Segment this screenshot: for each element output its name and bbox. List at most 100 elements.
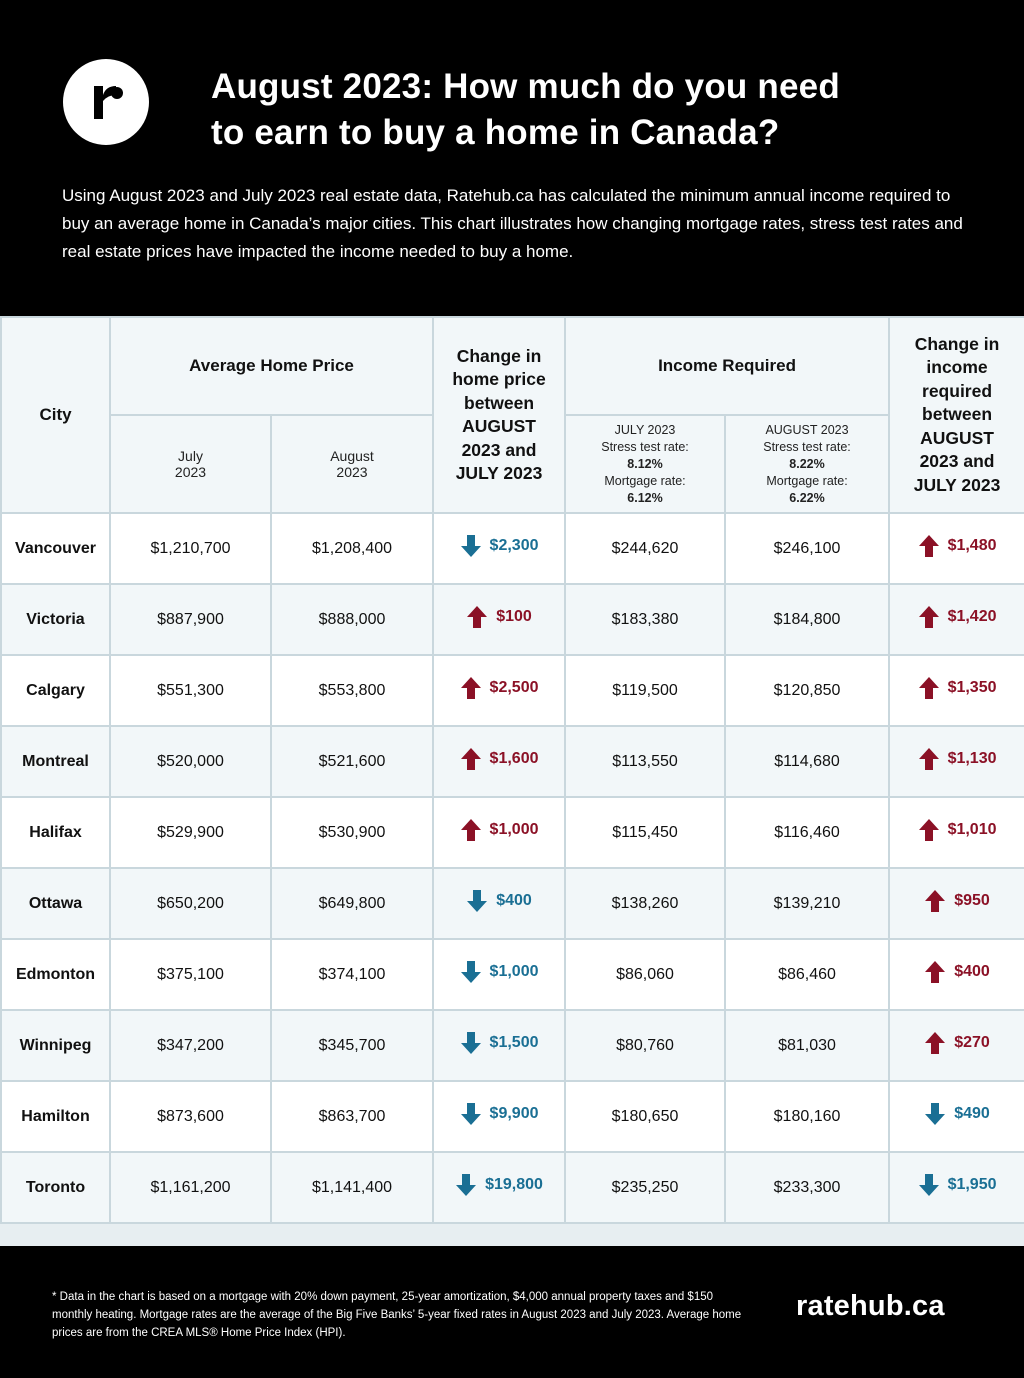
income-august-cell: $139,210: [724, 867, 891, 940]
income-change-cell-value: $1,480: [947, 537, 997, 554]
city-cell: Edmonton: [0, 938, 111, 1011]
arrow-down-icon: [925, 1103, 946, 1125]
price-august-cell-value: $1,141,400: [311, 1178, 393, 1196]
chi-line: JULY 2023: [913, 474, 1001, 495]
change-indicator-up: $2,500: [460, 676, 538, 700]
price-august-cell-value: $888,000: [318, 610, 386, 628]
arrow-up-icon: [460, 677, 481, 699]
ratehub-logo: [63, 59, 149, 145]
income-change-cell-value: $1,130: [947, 750, 997, 767]
price-change-cell-value: $9,900: [489, 1105, 539, 1122]
income-august-cell: $116,460: [724, 796, 891, 869]
ir-july-stress-label: Stress test rate:: [601, 439, 689, 454]
change-indicator-up: $1,350: [918, 676, 997, 700]
price-august-cell: $863,700: [269, 1080, 435, 1153]
arrow-up-icon: [925, 890, 946, 912]
price-july-cell-value: $375,100: [157, 965, 224, 983]
ir-july-stress-value: 8.12%: [627, 456, 663, 471]
income-july-cell-value: $113,550: [612, 752, 678, 770]
arrow-down-icon: [456, 1174, 477, 1196]
footer: * Data in the chart is based on a mortga…: [0, 1246, 1024, 1378]
income-change-cell: $1,480: [888, 512, 1024, 585]
income-change-cell-value: $1,950: [947, 1176, 997, 1193]
arrow-up-icon: [918, 606, 939, 628]
title-line-2: to earn to buy a home in Canada?: [211, 113, 780, 152]
city-cell-value: Edmonton: [15, 965, 96, 983]
arrow-down-icon: [460, 961, 481, 983]
arrow-up-icon: [925, 961, 946, 983]
city-cell: Calgary: [0, 654, 111, 727]
income-august-cell: $180,160: [724, 1080, 891, 1153]
price-change-cell-value: $400: [496, 892, 532, 909]
income-july-cell: $80,760: [564, 1009, 727, 1082]
ir-aug-stress-label: Stress test rate:: [763, 439, 851, 454]
income-july-cell-value: $86,060: [616, 965, 674, 983]
intro-text: Using August 2023 and July 2023 real est…: [62, 186, 963, 261]
income-august-cell: $114,680: [724, 725, 891, 798]
chp-line: JULY 2023: [455, 463, 543, 483]
income-july-cell: $113,550: [564, 725, 727, 798]
table-row: Edmonton $375,100 $374,100 $1,000 $86,060 $86…: [0, 938, 1024, 1011]
change-indicator-down: $1,950: [918, 1173, 997, 1197]
price-july-cell-value: $1,210,700: [150, 539, 231, 557]
income-change-cell-value: $1,350: [947, 679, 997, 696]
ir-aug-mortgage-value: 6.22%: [789, 490, 825, 505]
title-line-1: August 2023: How much do you need: [211, 67, 840, 106]
price-august-cell: $374,100: [269, 938, 435, 1011]
table-row: Vancouver $1,210,700 $1,208,400 $2,300 $244,…: [0, 512, 1024, 585]
income-july-cell: $138,260: [564, 867, 727, 940]
income-august-cell-value: $184,800: [773, 610, 841, 628]
change-indicator-up: $400: [924, 960, 990, 984]
ir-july-period: JULY 2023: [614, 422, 676, 437]
aug-label: August: [330, 448, 374, 464]
table-row: Calgary $551,300 $553,800 $2,500 $119,500 $12…: [0, 654, 1024, 727]
income-change-cell: $1,130: [888, 725, 1024, 798]
price-july-cell: $520,000: [109, 725, 272, 798]
city-cell: Montreal: [0, 725, 111, 798]
table-row: Winnipeg $347,200 $345,700 $1,500 $80,760 $81…: [0, 1009, 1024, 1082]
price-july-cell-value: $650,200: [157, 894, 224, 912]
change-indicator-down: $9,900: [460, 1102, 539, 1126]
price-change-cell: $1,600: [432, 725, 567, 798]
chp-line: Change in: [456, 345, 542, 366]
price-july-cell: $1,161,200: [109, 1151, 272, 1224]
city-cell-value: Toronto: [25, 1178, 86, 1196]
header: August 2023: How much do you need to ear…: [0, 0, 1024, 316]
price-august-cell: $1,208,400: [269, 512, 435, 585]
price-august-cell: $888,000: [269, 583, 435, 656]
arrow-up-icon: [467, 606, 488, 628]
income-july-cell-value: $119,500: [612, 681, 678, 699]
price-august-cell-value: $345,700: [318, 1036, 386, 1054]
income-change-cell: $490: [888, 1080, 1024, 1153]
table-body: Vancouver $1,210,700 $1,208,400 $2,300 $244,…: [0, 512, 1024, 1224]
price-change-cell: $2,500: [432, 654, 567, 727]
change-indicator-up: $270: [924, 1031, 990, 1055]
price-august-cell-value: $530,900: [318, 823, 386, 841]
header-income-label: Income Required: [658, 356, 796, 375]
chi-line: required: [922, 380, 993, 401]
income-change-cell: $1,350: [888, 654, 1024, 727]
price-august-cell-value: $374,100: [318, 965, 386, 983]
income-august-cell-value: $180,160: [773, 1107, 841, 1125]
price-change-cell: $1,500: [432, 1009, 567, 1082]
table-row: Ottawa $650,200 $649,800 $400 $138,260 $139,2…: [0, 867, 1024, 940]
income-august-cell: $233,300: [724, 1151, 891, 1224]
header-august-2023: August 2023: [269, 414, 435, 514]
header-avg-price-label: Average Home Price: [189, 356, 354, 375]
change-indicator-up: $1,420: [918, 605, 997, 629]
arrow-up-icon: [460, 819, 481, 841]
price-change-cell-value: $100: [496, 608, 532, 625]
change-indicator-up: $1,000: [460, 818, 538, 842]
change-indicator-down: $1,500: [460, 1031, 538, 1055]
income-july-cell: $119,500: [564, 654, 727, 727]
price-july-cell: $347,200: [109, 1009, 272, 1082]
chi-line: AUGUST: [920, 427, 994, 448]
income-july-cell: $183,380: [564, 583, 727, 656]
price-change-cell-value: $1,600: [489, 750, 539, 767]
aug-year: 2023: [336, 464, 368, 480]
price-change-cell: $100: [432, 583, 567, 656]
price-july-cell: $1,210,700: [109, 512, 272, 585]
table-row: Hamilton $873,600 $863,700 $9,900 $180,650 $1…: [0, 1080, 1024, 1153]
price-august-cell: $530,900: [269, 796, 435, 869]
july-label: July: [178, 448, 203, 464]
